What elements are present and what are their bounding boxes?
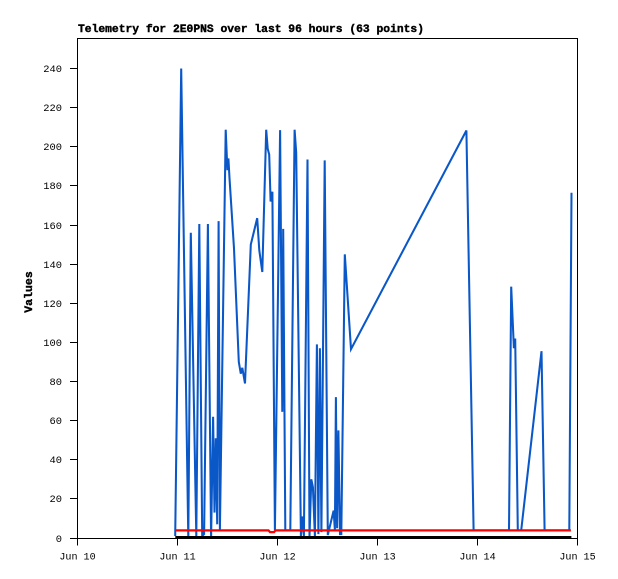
svg-text:20: 20 [50,494,62,506]
svg-text:140: 140 [43,260,62,272]
svg-text:80: 80 [50,377,62,389]
svg-text:Jun 13: Jun 13 [359,552,395,564]
svg-text:60: 60 [50,416,62,428]
svg-text:120: 120 [43,299,62,311]
svg-text:Jun 12: Jun 12 [259,552,295,564]
svg-text:200: 200 [43,142,62,154]
svg-text:Jun 11: Jun 11 [159,552,195,564]
svg-text:100: 100 [43,338,62,350]
svg-text:Jun 15: Jun 15 [559,552,595,564]
svg-text:0: 0 [56,534,62,546]
svg-text:Telemetry for 2E0PNS over last: Telemetry for 2E0PNS over last 96 hours … [78,24,424,36]
svg-text:180: 180 [43,181,62,193]
svg-text:40: 40 [50,455,62,467]
svg-text:Values: Values [24,271,36,313]
svg-text:220: 220 [43,103,62,115]
svg-text:160: 160 [43,221,62,233]
svg-text:Jun 10: Jun 10 [59,552,95,564]
svg-text:Jun 14: Jun 14 [459,552,495,564]
svg-text:240: 240 [43,64,62,76]
